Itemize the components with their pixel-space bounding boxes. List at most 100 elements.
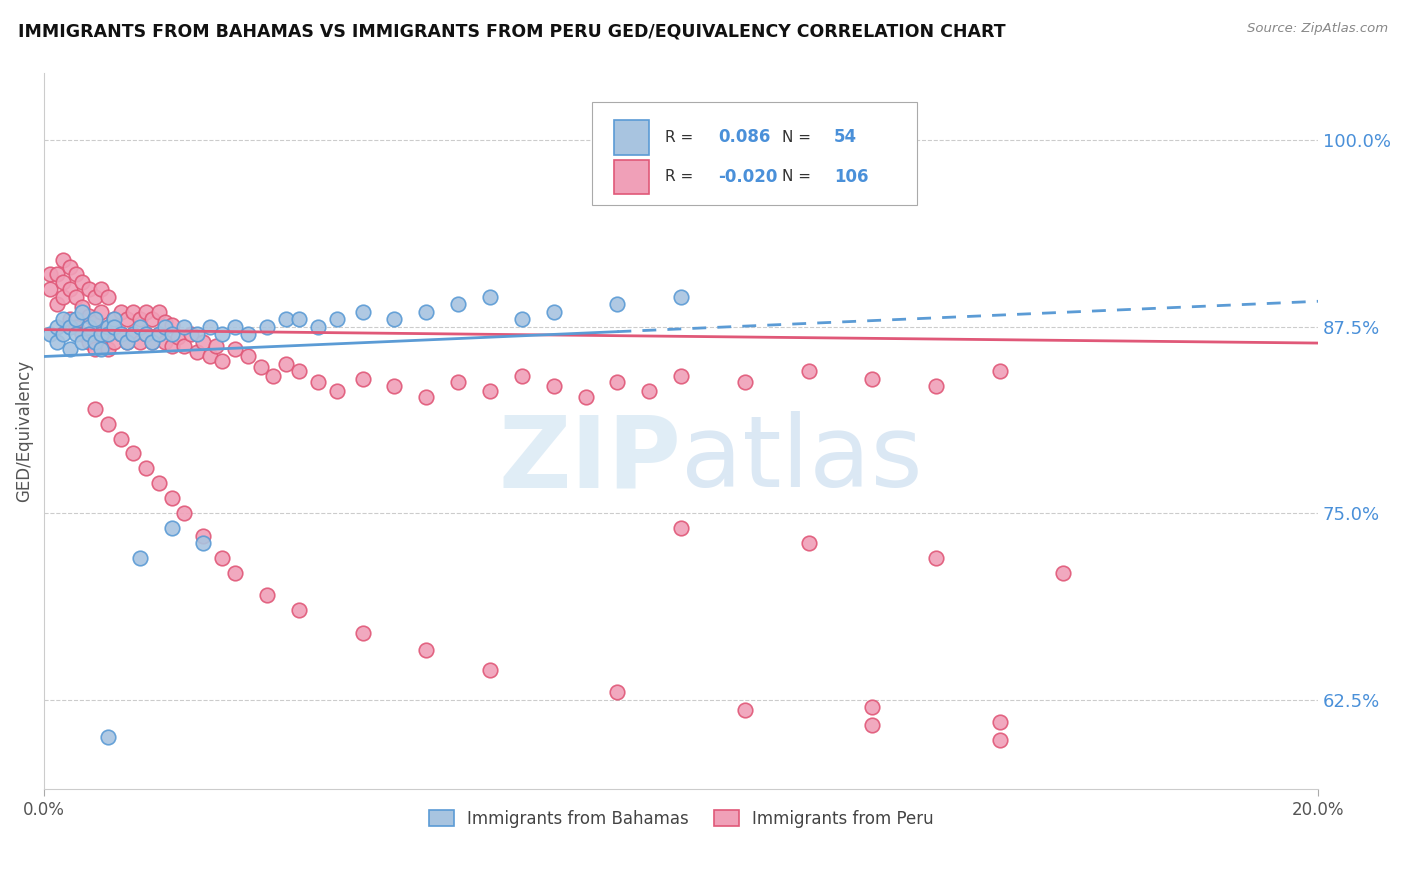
Text: R =: R = [665,169,697,185]
Point [153,315,176,329]
Text: 106: 106 [834,168,869,186]
Point [58,282,80,296]
Point [734,703,756,717]
Point [58,260,80,274]
Point [384,312,406,326]
Point [122,304,145,318]
Point [128,550,150,565]
Point [128,334,150,349]
Point [97,327,120,342]
Point [860,372,883,386]
Point [148,327,170,342]
Point [58,319,80,334]
Point [97,290,120,304]
Point [543,304,565,318]
Point [52,252,75,267]
Text: N =: N = [782,130,815,145]
Point [84,312,107,326]
Point [224,566,246,580]
Point [153,334,176,349]
Point [638,384,661,398]
Point [148,304,170,318]
Point [479,290,502,304]
Point [1052,566,1074,580]
Text: IMMIGRANTS FROM BAHAMAS VS IMMIGRANTS FROM PERU GED/EQUIVALENCY CORRELATION CHAR: IMMIGRANTS FROM BAHAMAS VS IMMIGRANTS FR… [18,22,1005,40]
Point [39,268,62,282]
Point [669,290,692,304]
Point [160,339,183,353]
Point [65,290,87,304]
Point [52,290,75,304]
Point [186,345,208,359]
Point [173,339,195,353]
Point [797,536,820,550]
Point [249,359,271,374]
Point [543,379,565,393]
Point [224,342,246,356]
Point [148,476,170,491]
Point [72,327,94,342]
Text: N =: N = [782,169,815,185]
Point [110,432,132,446]
Point [236,327,259,342]
Point [606,375,628,389]
Point [167,330,190,344]
Point [110,304,132,318]
Point [479,384,502,398]
Point [276,312,298,326]
Point [135,327,157,342]
Point [122,327,145,342]
Point [256,588,278,602]
Point [77,334,100,349]
Point [110,327,132,342]
Point [734,375,756,389]
Point [352,625,374,640]
Point [606,297,628,311]
Point [103,312,125,326]
Point [606,685,628,699]
Y-axis label: GED/Equivalency: GED/Equivalency [15,360,32,502]
Point [988,733,1011,747]
Point [510,312,533,326]
Point [65,312,87,326]
Point [97,319,120,334]
Point [224,319,246,334]
Point [186,327,208,342]
Point [84,342,107,356]
Point [135,327,157,342]
Point [115,312,138,326]
Point [510,368,533,383]
Point [84,290,107,304]
Point [153,319,176,334]
Point [211,354,233,368]
Point [141,334,163,349]
Point [58,342,80,356]
Point [103,334,125,349]
Point [574,390,596,404]
Point [307,375,329,389]
Point [988,714,1011,729]
FancyBboxPatch shape [592,102,917,205]
Point [90,342,112,356]
Point [326,312,349,326]
Point [97,417,120,431]
Point [103,319,125,334]
Point [276,357,298,371]
Point [384,379,406,393]
Point [326,384,349,398]
Point [352,372,374,386]
Point [669,521,692,535]
Point [128,319,150,334]
Point [205,339,228,353]
Point [103,312,125,326]
Point [77,319,100,334]
Bar [613,120,650,154]
Point [198,319,221,334]
Point [45,319,67,334]
Point [415,304,437,318]
Point [141,334,163,349]
Point [97,730,120,744]
Point [135,304,157,318]
Point [925,550,948,565]
Text: atlas: atlas [681,411,922,508]
